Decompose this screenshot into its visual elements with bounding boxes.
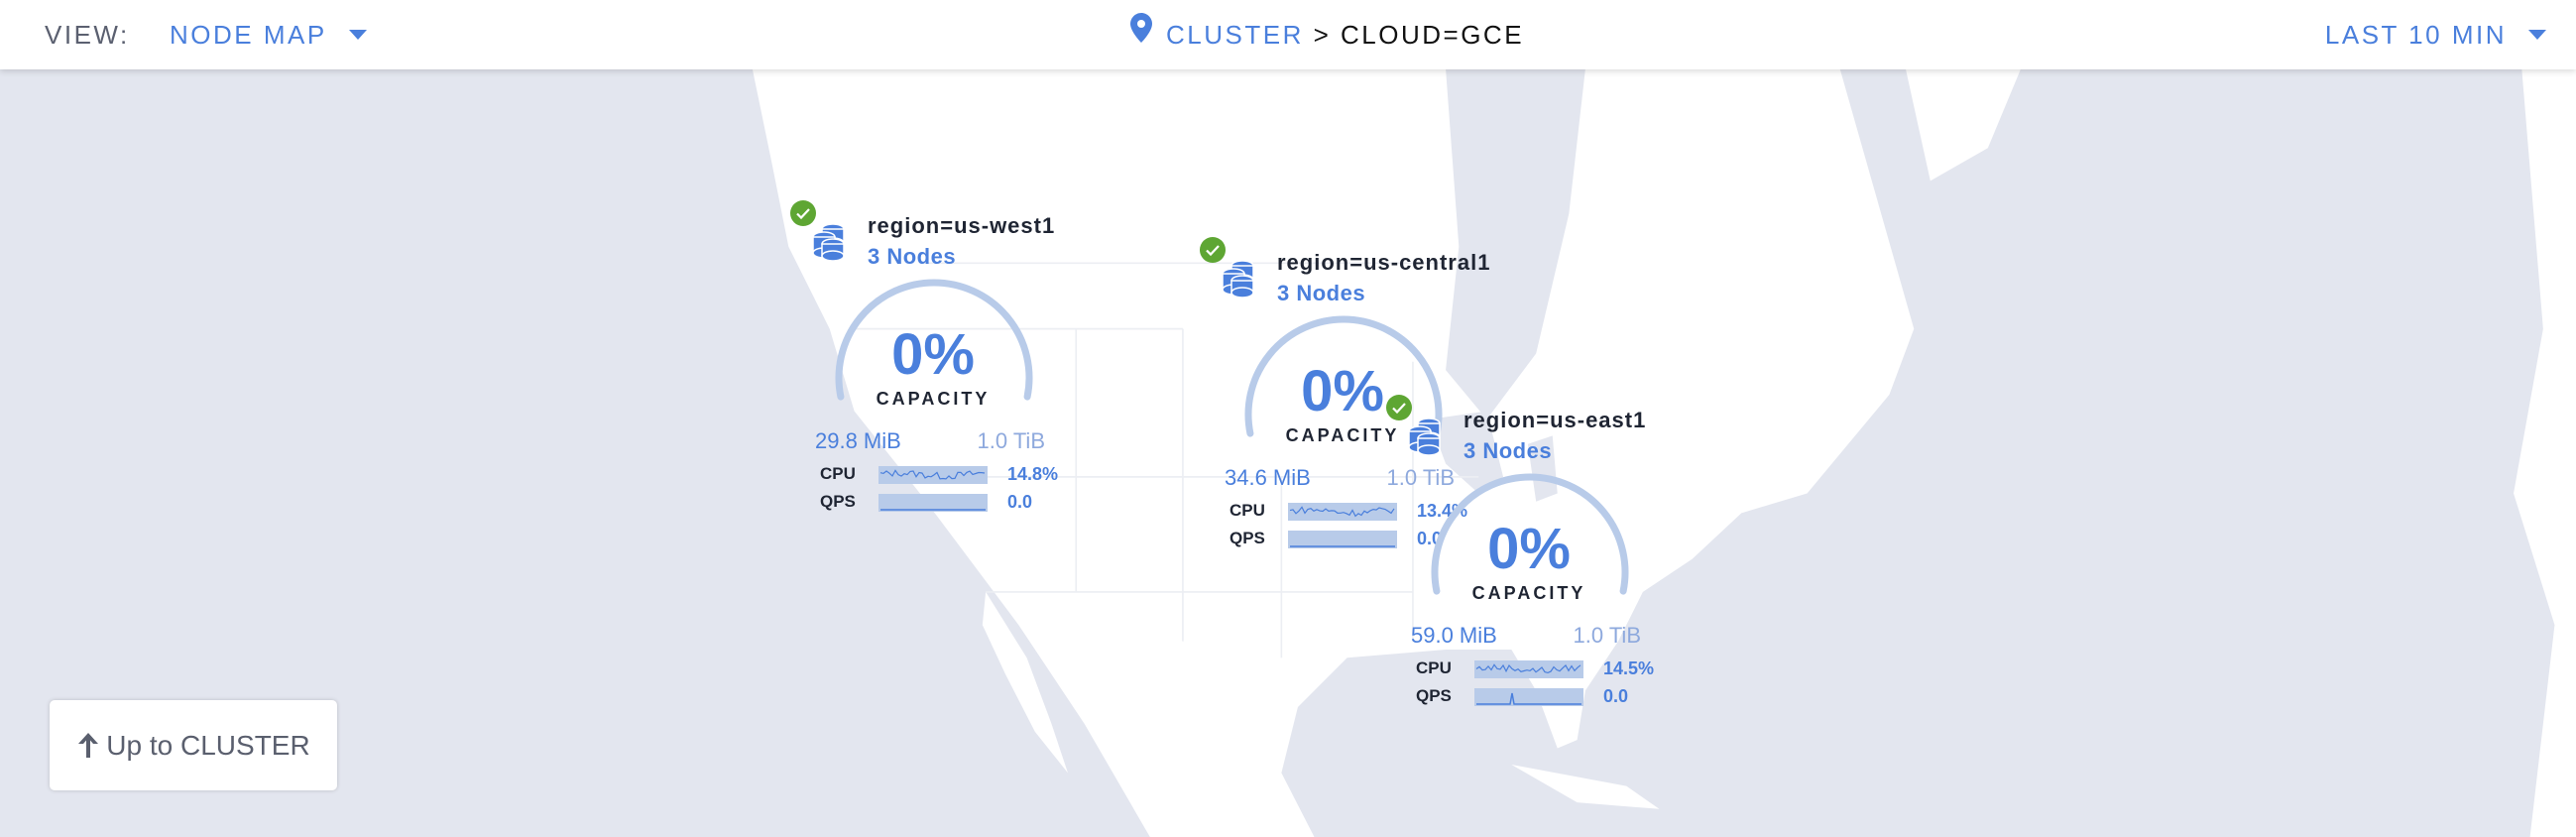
qps-label: QPS xyxy=(1229,529,1265,547)
healthy-check-icon xyxy=(1386,395,1412,420)
healthy-check-icon xyxy=(790,200,816,226)
qps-value: 0.0 xyxy=(1417,529,1443,548)
region-name[interactable]: region=us-east1 xyxy=(1464,408,1647,432)
database-icon xyxy=(1222,260,1254,299)
used-capacity: 29.8 MiB xyxy=(815,428,901,453)
healthy-check-icon xyxy=(1200,237,1226,263)
cpu-label: CPU xyxy=(1229,501,1265,520)
qps-sparkline xyxy=(878,494,988,512)
total-capacity: 1.0 TiB xyxy=(1386,465,1455,490)
gauge-track xyxy=(835,279,1033,401)
total-capacity: 1.0 TiB xyxy=(1573,623,1641,648)
cuba xyxy=(1511,765,1660,809)
capacity-gauge xyxy=(1431,473,1629,595)
cpu-sparkline-line xyxy=(1475,663,1581,674)
node-count[interactable]: 3 Nodes xyxy=(1464,438,1553,463)
location-pin-icon xyxy=(1130,0,1152,68)
great-lakes xyxy=(1429,411,1558,502)
capacity-label: CAPACITY xyxy=(1285,425,1400,445)
qps-label: QPS xyxy=(1416,686,1452,705)
region-name[interactable]: region=us-central1 xyxy=(1277,250,1491,275)
view-value: NODE MAP xyxy=(170,20,327,50)
chevron-down-icon xyxy=(2528,30,2546,41)
view-selector[interactable]: NODE MAP xyxy=(170,0,367,69)
baja-peninsula xyxy=(982,591,1068,774)
time-range-value: LAST 10 MIN xyxy=(2324,20,2507,50)
qps-label: QPS xyxy=(820,492,856,511)
database-icon xyxy=(1408,418,1441,456)
cpu-label: CPU xyxy=(820,464,856,483)
arrow-up-icon xyxy=(78,732,99,758)
qps-sparkline xyxy=(1474,688,1583,706)
cpu-value: 14.8% xyxy=(1007,464,1059,484)
qps-sparkline xyxy=(1288,531,1397,548)
hudson-bay xyxy=(1446,68,1585,419)
cpu-sparkline-line xyxy=(879,469,986,480)
breadcrumb-current: CLOUD=GCE xyxy=(1341,20,1525,50)
cpu-sparkline-line xyxy=(1289,506,1395,518)
cpu-sparkline xyxy=(1474,660,1583,678)
cpu-sparkline xyxy=(878,466,988,484)
used-capacity: 34.6 MiB xyxy=(1225,465,1311,490)
breadcrumb-cluster-link[interactable]: CLUSTER xyxy=(1166,20,1304,50)
qps-value: 0.0 xyxy=(1603,686,1629,706)
region-name[interactable]: region=us-west1 xyxy=(868,213,1056,238)
up-to-cluster-label: Up to CLUSTER xyxy=(106,730,310,761)
gauge-track xyxy=(1244,315,1443,437)
north-america-landmass xyxy=(731,68,1915,837)
cpu-label: CPU xyxy=(1416,658,1452,677)
europe-africa-edge xyxy=(2514,68,2576,837)
capacity-percent: 0% xyxy=(1301,359,1384,423)
greenland xyxy=(1905,68,2021,181)
region-us-central1[interactable]: region=us-central1 3 Nodes 0% CAPACITY 34.6 … xyxy=(1200,237,1517,564)
capacity-label: CAPACITY xyxy=(1471,583,1586,603)
region-us-west1[interactable]: region=us-west1 3 Nodes 0% CAPACITY 29.8 MiB… xyxy=(790,200,1108,528)
capacity-percent: 0% xyxy=(891,322,975,387)
node-count[interactable]: 3 Nodes xyxy=(1277,281,1366,305)
total-capacity: 1.0 TiB xyxy=(977,428,1045,453)
gauge-track xyxy=(1431,473,1629,595)
qps-value: 0.0 xyxy=(1007,492,1033,512)
database-icon xyxy=(812,223,845,262)
top-bar: VIEW: NODE MAP CLUSTER > CLOUD=GCE LAST … xyxy=(0,0,2576,69)
cpu-value: 14.5% xyxy=(1603,658,1655,678)
node-count[interactable]: 3 Nodes xyxy=(868,244,957,269)
region-us-east1[interactable]: region=us-east1 3 Nodes 0% CAPACITY 59.0 MiB… xyxy=(1386,395,1703,722)
chevron-down-icon xyxy=(348,30,367,41)
capacity-percent: 0% xyxy=(1487,517,1571,581)
capacity-gauge xyxy=(1244,315,1443,437)
view-label: VIEW: xyxy=(45,20,130,50)
cpu-sparkline xyxy=(1288,503,1397,521)
capacity-label: CAPACITY xyxy=(876,389,991,409)
breadcrumb-separator: > xyxy=(1313,20,1332,50)
time-range-selector[interactable]: LAST 10 MIN xyxy=(2325,0,2546,69)
up-to-cluster-button[interactable]: Up to CLUSTER xyxy=(50,700,337,790)
qps-sparkline-line xyxy=(1476,692,1581,705)
capacity-gauge xyxy=(835,279,1033,401)
breadcrumb: CLUSTER > CLOUD=GCE xyxy=(1130,0,1524,69)
used-capacity: 59.0 MiB xyxy=(1411,623,1497,648)
